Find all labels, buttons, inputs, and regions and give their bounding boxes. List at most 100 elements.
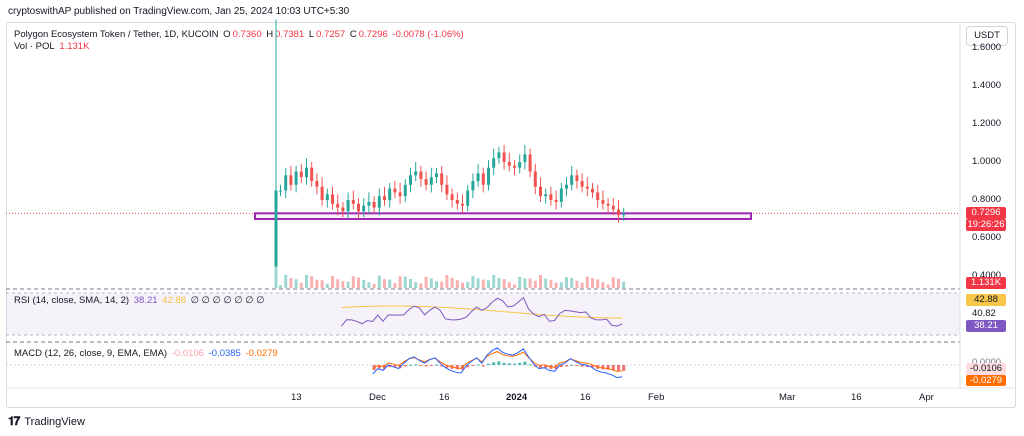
volume-bar xyxy=(377,275,381,288)
volume-bar xyxy=(559,282,563,288)
candle-body xyxy=(274,190,278,267)
tradingview-logo-text: TradingView xyxy=(24,415,85,428)
volume-bar xyxy=(336,279,340,288)
volume-bar xyxy=(513,284,516,288)
candle-body xyxy=(570,175,574,185)
candle-body xyxy=(331,194,334,204)
volume-bar xyxy=(492,275,496,288)
close-value: 0.7296 xyxy=(358,29,388,40)
candle-body xyxy=(492,158,496,168)
volume-bar xyxy=(274,230,278,288)
volume-label[interactable]: Vol · POL xyxy=(14,41,55,52)
candle-body xyxy=(455,200,459,204)
candle-body xyxy=(585,186,589,189)
candle-body xyxy=(471,181,475,191)
time-axis-label: 16 xyxy=(851,392,862,403)
volume-bar xyxy=(596,279,600,288)
macd-histogram-bar xyxy=(414,364,418,366)
volume-bar xyxy=(419,283,423,288)
volume-bar xyxy=(565,277,568,288)
macd-histogram-bar xyxy=(591,365,594,368)
candle-body xyxy=(305,167,308,178)
price-axis-label: 1.2000 xyxy=(972,118,1002,129)
rsi-label[interactable]: RSI (14, close, SMA, 14, 2) xyxy=(14,295,130,306)
macd-histogram-bar xyxy=(575,365,579,366)
volume-bar xyxy=(617,278,620,288)
time-axis-label: Mar xyxy=(779,392,796,403)
volume-bar xyxy=(487,280,490,288)
candle-body xyxy=(622,213,626,216)
candle-body xyxy=(596,192,600,200)
macd-hist-tag: -0.0106 xyxy=(966,363,1006,375)
symbol-title[interactable]: Polygon Ecosystem Token / Tether, 1D, KU… xyxy=(14,29,219,40)
macd-axis-label: 0.0000 xyxy=(972,357,1001,368)
volume-bar xyxy=(362,279,366,288)
macd-histogram-bar xyxy=(466,365,470,368)
macd-histogram-bar xyxy=(471,365,475,366)
macd-label[interactable]: MACD (12, 26, close, 9, EMA, EMA) xyxy=(14,348,168,359)
change-value: -0.0078 (-1.06%) xyxy=(392,29,464,40)
rsi-line xyxy=(341,296,623,327)
price-axis-label: 1.4000 xyxy=(972,80,1002,91)
countdown-tag: 19:26:26 xyxy=(966,219,1006,231)
time-axis-label: 13 xyxy=(291,392,302,403)
volume-bar xyxy=(476,278,480,288)
candle-body xyxy=(336,203,340,208)
candle-body xyxy=(513,165,516,168)
candle-body xyxy=(435,173,438,178)
time-axis-label: 2024 xyxy=(506,392,528,403)
macd-histogram-bar xyxy=(502,362,506,365)
macd-histogram-bar xyxy=(559,365,563,367)
symbol-legend: Polygon Ecosystem Token / Tether, 1D, KU… xyxy=(14,29,466,40)
macd-histogram-bar xyxy=(523,361,527,365)
candle-body xyxy=(591,188,594,193)
volume-legend: Vol · POL 1.131K xyxy=(14,41,91,52)
volume-bar xyxy=(601,282,605,288)
volume-bar xyxy=(575,280,579,288)
macd-histogram-bar xyxy=(455,365,459,370)
publisher-line: cryptoswithAP published on TradingView.c… xyxy=(8,6,350,17)
candle-body xyxy=(351,200,355,204)
candle-body xyxy=(565,184,568,189)
rsi-value-tag: 38.21 xyxy=(966,320,1006,332)
macd-histogram-bar xyxy=(622,365,626,371)
macd-histogram-bar xyxy=(601,365,605,370)
macd-signal-line xyxy=(372,351,623,372)
tradingview-logo[interactable]: 𝟏𝟕 TradingView xyxy=(8,414,85,429)
candle-body xyxy=(518,162,522,168)
volume-tag: 1.131K xyxy=(966,277,1006,289)
volume-bar xyxy=(299,282,303,288)
macd-histogram-bar xyxy=(403,365,407,367)
volume-bar xyxy=(357,277,360,288)
macd-histogram-bar xyxy=(539,365,542,369)
volume-bar xyxy=(507,282,511,288)
macd-histogram-bar xyxy=(492,362,496,365)
price-axis-label: 0.4000 xyxy=(972,270,1002,281)
candle-body xyxy=(372,201,376,208)
volume-bar xyxy=(367,282,371,288)
candle-body xyxy=(466,190,470,206)
macd-histogram-bar xyxy=(570,364,574,366)
high-value: 0.7381 xyxy=(275,29,305,40)
macd-histogram-bar xyxy=(440,365,444,367)
candle-body xyxy=(367,201,371,206)
low-label: L xyxy=(308,29,315,40)
candle-body xyxy=(487,167,490,185)
macd-histogram-bar xyxy=(377,365,381,369)
volume-bar xyxy=(580,282,584,288)
volume-bar xyxy=(528,278,532,288)
tradingview-logo-icon: 𝟏𝟕 xyxy=(8,414,20,428)
candle-body xyxy=(320,186,324,200)
macd-histogram-bar xyxy=(419,365,423,366)
candle-body xyxy=(507,162,511,166)
open-label: O xyxy=(223,29,231,40)
volume-bar xyxy=(554,282,558,288)
volume-bar xyxy=(445,275,449,288)
candle-body xyxy=(315,181,319,187)
volume-bar xyxy=(284,274,288,288)
currency-unit-button[interactable]: USDT xyxy=(966,26,1008,46)
macd-histogram-bar xyxy=(481,365,485,367)
macd-histogram-bar xyxy=(565,365,568,367)
